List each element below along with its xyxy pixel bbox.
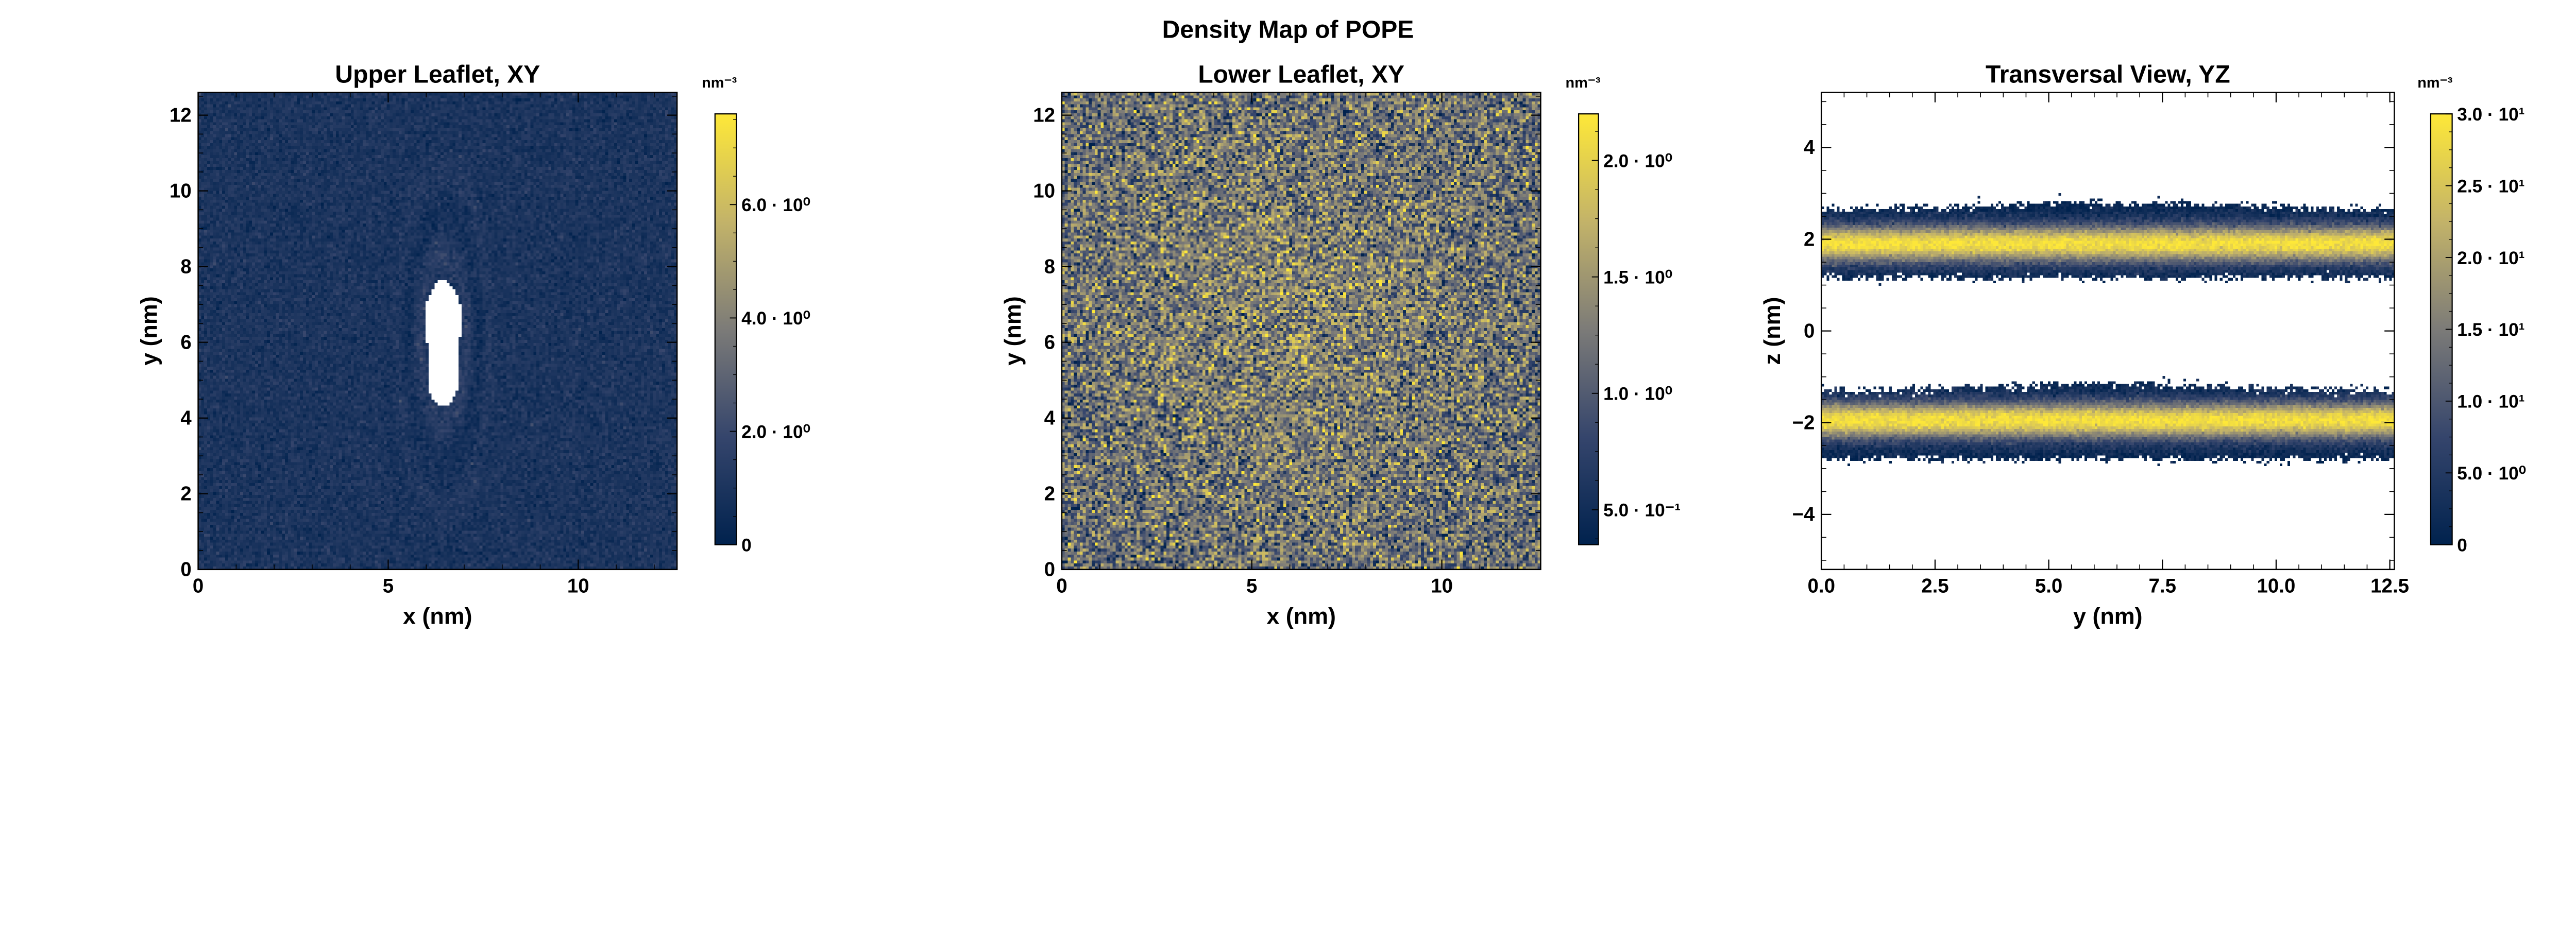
figure: Density Map of POPE 0 5 10 0 2 4 6 8 10 12 Upper L…	[135, 16, 2526, 629]
colorbar-unit-label: nm⁻³	[2417, 75, 2452, 91]
heatmap-image	[198, 92, 677, 570]
colorbar-tick-label: 1.0 · 10⁰	[1603, 384, 1672, 404]
subplot-3: 0.0 2.5 5.0 7.5 10.0 12.5 −4 −2 0 2 4 Transversal V…	[1759, 60, 2526, 629]
subplot-title: Lower Leaflet, XY	[1198, 60, 1404, 88]
colorbar-tick-label: 1.5 · 10¹	[2457, 320, 2524, 340]
subplot-2: 0 5 10 0 2 4 6 8 10 12 Lower Leaflet, XY x (nm) y (n…	[999, 60, 1681, 629]
y-tick-label: 0	[1044, 559, 1055, 581]
colorbar: 0 2.0 · 10⁰ 4.0 · 10⁰ 6.0 · 10⁰ nm⁻³	[702, 75, 810, 556]
colorbar-tick-label: 5.0 · 10⁰	[2457, 464, 2526, 484]
y-tick-label: 4	[1804, 136, 1815, 159]
colorbar-tick-label: 1.0 · 10¹	[2457, 392, 2524, 412]
colorbar-tick-label: 1.5 · 10⁰	[1603, 268, 1672, 288]
y-tick-label: 4	[180, 407, 192, 430]
colorbar-unit-label: nm⁻³	[702, 75, 737, 91]
y-tick-label: 12	[170, 104, 192, 126]
colorbar-tick-label: 4.0 · 10⁰	[741, 308, 810, 329]
heatmap-image	[1821, 92, 2395, 570]
colorbar-tick-label: 2.0 · 10¹	[2457, 248, 2524, 268]
subplot-1: 0 5 10 0 2 4 6 8 10 12 Upper Leaflet, XY x (nm) y (n…	[135, 60, 810, 629]
y-tick-label: 6	[180, 332, 191, 354]
y-tick-label: 6	[1044, 332, 1055, 354]
colorbar-tick-label: 5.0 · 10⁻¹	[1603, 501, 1681, 521]
y-tick-label: 8	[180, 255, 191, 278]
x-tick-label: 5	[383, 575, 394, 597]
colorbar: 5.0 · 10⁻¹ 1.0 · 10⁰ 1.5 · 10⁰ 2.0 · 10⁰ nm⁻…	[1565, 75, 1681, 545]
y-tick-label: 8	[1044, 255, 1055, 278]
x-tick-label: 0.0	[1808, 575, 1835, 597]
colorbar-tick-label: 2.0 · 10⁰	[1603, 151, 1672, 171]
y-axis-label: y (nm)	[999, 296, 1026, 366]
colorbar-tick-label: 0	[741, 536, 752, 556]
x-tick-label: 0	[1056, 575, 1067, 597]
y-tick-label: 12	[1033, 104, 1055, 126]
y-tick-label: 0	[180, 559, 191, 581]
y-tick-label: 4	[1044, 407, 1056, 430]
colorbar-tick-label: 3.0 · 10¹	[2457, 105, 2524, 125]
y-tick-label: 2	[1044, 483, 1055, 505]
x-axis-label: x (nm)	[1266, 603, 1336, 629]
x-tick-label: 0	[193, 575, 204, 597]
y-tick-label: 10	[170, 180, 192, 202]
colorbar-tick-label: 2.0 · 10⁰	[741, 422, 810, 442]
y-tick-label: 2	[180, 483, 191, 505]
colorbar: 0 5.0 · 10⁰ 1.0 · 10¹ 1.5 · 10¹ 2.0 · 10¹ 2.5…	[2417, 75, 2526, 556]
x-tick-label: 2.5	[1921, 575, 1948, 597]
y-tick-label: 10	[1033, 180, 1055, 202]
x-tick-label: 10	[1431, 575, 1453, 597]
heatmap-image	[1061, 92, 1541, 570]
x-tick-label: 5.0	[2035, 575, 2062, 597]
colorbar-unit-label: nm⁻³	[1565, 75, 1600, 91]
figure-suptitle: Density Map of POPE	[1162, 16, 1414, 44]
y-tick-label: −4	[1792, 504, 1815, 526]
colorbar-gradient	[1578, 113, 1599, 545]
colorbar-gradient	[714, 113, 737, 545]
x-axis-label: y (nm)	[2073, 603, 2143, 629]
x-tick-label: 7.5	[2149, 575, 2176, 597]
y-tick-label: 0	[1804, 320, 1815, 342]
y-axis-label: z (nm)	[1759, 297, 1785, 365]
x-tick-label: 5	[1246, 575, 1257, 597]
x-tick-label: 10.0	[2257, 575, 2296, 597]
axes-frame	[1061, 92, 1541, 571]
colorbar-tick-label: 6.0 · 10⁰	[741, 195, 810, 215]
figure-svg: Density Map of POPE 0 5 10 0 2 4 6 8 10 12 Upper L…	[135, 16, 2526, 629]
subplot-title: Transversal View, YZ	[1986, 60, 2230, 88]
axes-frame	[197, 92, 678, 571]
x-axis-label: x (nm)	[403, 603, 472, 629]
x-tick-label: 12.5	[2370, 575, 2409, 597]
subplot-title: Upper Leaflet, XY	[335, 60, 540, 88]
y-axis-label: y (nm)	[135, 296, 162, 366]
colorbar-tick-label: 2.5 · 10¹	[2457, 176, 2524, 196]
colorbar-tick-label: 0	[2457, 536, 2467, 556]
y-tick-label: −2	[1792, 412, 1815, 434]
x-tick-label: 10	[567, 575, 589, 597]
y-tick-label: 2	[1804, 228, 1815, 250]
